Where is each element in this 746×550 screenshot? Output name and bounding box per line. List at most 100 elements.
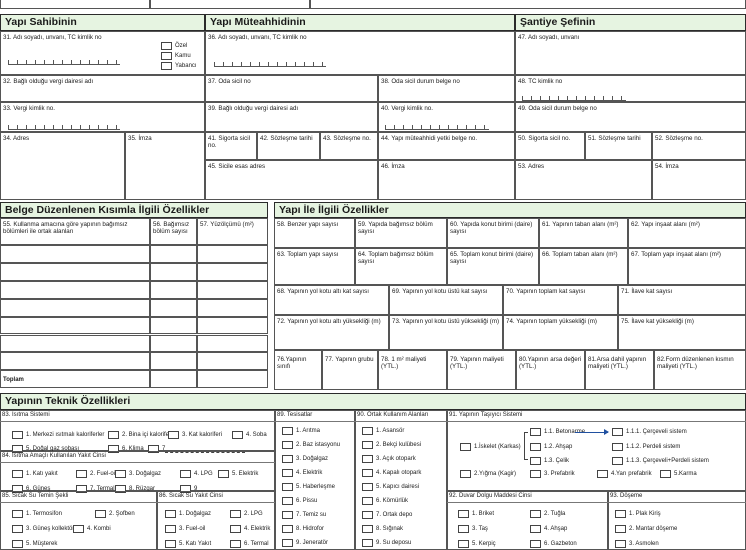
- checkbox[interactable]: [458, 540, 469, 548]
- table-cell: [197, 280, 268, 299]
- checkbox[interactable]: [362, 441, 373, 449]
- checkbox-label: 5. Müşterek: [26, 541, 58, 547]
- checkbox[interactable]: [282, 525, 293, 533]
- checkbox[interactable]: [530, 470, 541, 478]
- checkbox[interactable]: [12, 431, 23, 439]
- checkbox[interactable]: [282, 455, 293, 463]
- checkbox[interactable]: [73, 525, 84, 533]
- checkbox[interactable]: [615, 540, 626, 548]
- checkbox[interactable]: [458, 525, 469, 533]
- checkbox[interactable]: [282, 511, 293, 519]
- checkbox[interactable]: [230, 540, 241, 548]
- checkbox[interactable]: [362, 539, 373, 547]
- checkbox-label: 1.1. Betonarme: [544, 429, 586, 435]
- checkbox[interactable]: [230, 525, 241, 533]
- checkbox[interactable]: [530, 540, 541, 548]
- checkbox[interactable]: [148, 445, 159, 453]
- checkbox[interactable]: [460, 470, 471, 478]
- checkbox[interactable]: [76, 485, 87, 493]
- checkbox[interactable]: [362, 511, 373, 519]
- checkbox[interactable]: [12, 525, 23, 533]
- checkbox[interactable]: [530, 443, 541, 451]
- checkbox[interactable]: [230, 510, 241, 518]
- checkbox[interactable]: [161, 52, 172, 60]
- field-label: 49. Oda sicil durum belge no: [515, 102, 746, 132]
- checkbox-label: 5. Kerpiç: [472, 541, 496, 547]
- checkbox[interactable]: [530, 510, 541, 518]
- group-title: 93. Döşeme: [608, 491, 746, 503]
- checkbox[interactable]: [362, 483, 373, 491]
- checkbox[interactable]: [615, 510, 626, 518]
- checkbox[interactable]: [232, 431, 243, 439]
- checkbox-label: 2. Şofben: [109, 511, 135, 517]
- checkbox[interactable]: [76, 470, 87, 478]
- field-label: 31. Adı soyadı, unvanı, TC kimlik no: [0, 31, 205, 75]
- checkbox[interactable]: [12, 540, 23, 548]
- checkbox[interactable]: [12, 470, 23, 478]
- checkbox-label: 5. Katı Yakıt: [179, 541, 212, 547]
- checkbox[interactable]: [362, 497, 373, 505]
- checkbox[interactable]: [460, 443, 471, 451]
- checkbox-label: 6. Termal: [244, 541, 269, 547]
- field-label: 61. Yapının taban alanı (m²): [539, 218, 628, 248]
- checkbox[interactable]: [282, 539, 293, 547]
- checkbox[interactable]: [218, 470, 229, 478]
- checkbox[interactable]: [165, 510, 176, 518]
- checkbox[interactable]: [180, 485, 191, 493]
- group-title: 90. Ortak Kullanım Alanları: [355, 410, 447, 422]
- checkbox[interactable]: [530, 457, 541, 465]
- field-label: 40. Vergi kimlik no.: [378, 102, 515, 132]
- checkbox-label: 1. Merkezi ısıtmalı kaloriferler: [26, 432, 105, 438]
- top-cell: [310, 0, 746, 9]
- checkbox[interactable]: [362, 455, 373, 463]
- checkbox-label: 1. Katı yakıt: [26, 471, 58, 477]
- table-cell: [150, 262, 197, 281]
- checkbox[interactable]: [161, 42, 172, 50]
- field-label: 59. Yapıda bağımsız bölüm sayısı: [355, 218, 447, 248]
- checkbox[interactable]: [180, 470, 191, 478]
- checkbox[interactable]: [95, 510, 106, 518]
- checkbox[interactable]: [458, 510, 469, 518]
- checkbox[interactable]: [362, 469, 373, 477]
- field-label: 41. Sigorta sicil no.: [205, 132, 257, 160]
- checkbox[interactable]: [615, 525, 626, 533]
- checkbox[interactable]: [530, 525, 541, 533]
- checkbox[interactable]: [108, 431, 119, 439]
- checkbox-label: Kamu: [175, 53, 191, 59]
- checkbox[interactable]: [168, 431, 179, 439]
- table-cell: [0, 298, 150, 317]
- field-label: 50. Sigorta sicil no.: [515, 132, 585, 160]
- checkbox-label: 8. Hidrofor: [296, 526, 325, 532]
- checkbox[interactable]: [12, 485, 23, 493]
- checkbox-label: 6. Güneş: [26, 486, 51, 492]
- checkbox[interactable]: [530, 428, 541, 436]
- checkbox[interactable]: [282, 483, 293, 491]
- checkbox[interactable]: [282, 469, 293, 477]
- checkbox[interactable]: [161, 62, 172, 70]
- checkbox[interactable]: [115, 485, 126, 493]
- checkbox[interactable]: [12, 510, 23, 518]
- checkbox[interactable]: [362, 427, 373, 435]
- checkbox[interactable]: [12, 445, 23, 453]
- checkbox-label: 6. Pissu: [296, 498, 318, 504]
- checkbox[interactable]: [660, 470, 671, 478]
- field-label: 60. Yapıda konut birimi (daire) sayısı: [447, 218, 539, 248]
- digit-comb: [8, 125, 120, 130]
- checkbox[interactable]: [108, 445, 119, 453]
- checkbox[interactable]: [282, 427, 293, 435]
- field-label: 67. Toplam yapı inşaat alanı (m²): [628, 248, 746, 285]
- checkbox[interactable]: [612, 443, 623, 451]
- checkbox-label: 2. LPG: [244, 511, 263, 517]
- checkbox[interactable]: [282, 441, 293, 449]
- checkbox[interactable]: [612, 457, 623, 465]
- checkbox[interactable]: [597, 470, 608, 478]
- checkbox[interactable]: [362, 525, 373, 533]
- checkbox-label: 2. Bekçi kulübesi: [376, 442, 422, 448]
- checkbox[interactable]: [165, 525, 176, 533]
- checkbox[interactable]: [115, 470, 126, 478]
- checkbox-label: 2. Baz istasyonu: [296, 442, 341, 448]
- checkbox[interactable]: [165, 540, 176, 548]
- checkbox[interactable]: [282, 497, 293, 505]
- checkbox[interactable]: [612, 428, 623, 436]
- checkbox-label: 3. Asmolen: [629, 541, 659, 547]
